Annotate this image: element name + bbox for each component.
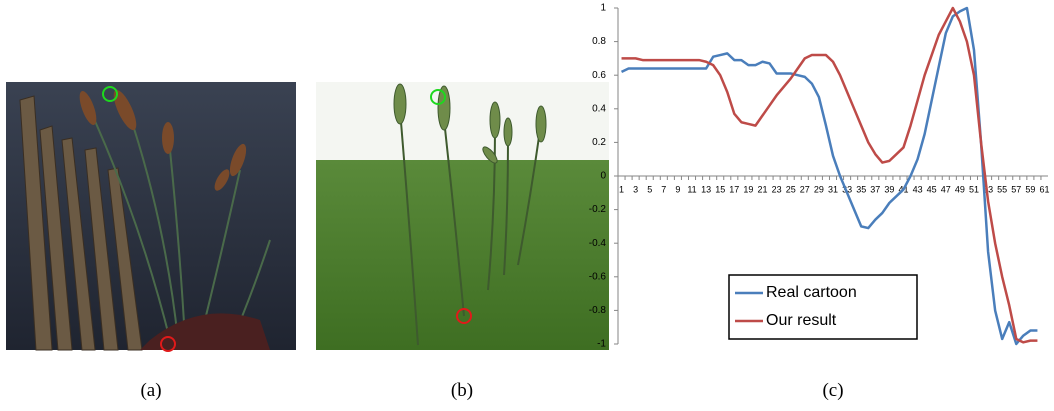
legend-box	[728, 274, 918, 340]
y-tick-label: -0.8	[589, 305, 607, 316]
rendered-image	[316, 82, 609, 350]
x-tick-label: 51	[969, 184, 979, 194]
x-tick-label: 9	[675, 184, 680, 194]
series-line	[620, 6, 1038, 346]
x-tick-label: 1	[619, 184, 624, 194]
x-tick-label: 23	[772, 184, 782, 194]
x-tick-label: 13	[701, 184, 711, 194]
x-tick-label: 27	[800, 184, 810, 194]
y-tick-label: 0.4	[592, 103, 606, 114]
x-tick-label: 45	[927, 184, 937, 194]
y-tick-label: 0.6	[592, 70, 606, 81]
x-tick-label: 43	[913, 184, 923, 194]
x-tick-label: 55	[997, 184, 1007, 194]
x-tick-label: 11	[687, 184, 696, 194]
cartoon-image	[6, 82, 296, 352]
panel-caption: (a)	[140, 380, 161, 401]
y-tick-label: -0.6	[589, 271, 607, 282]
y-tick-label: 0.2	[592, 137, 606, 148]
x-tick-label: 25	[786, 184, 796, 194]
x-tick-label: 29	[814, 184, 824, 194]
x-tick-label: 53	[983, 184, 993, 194]
x-tick-label: 61	[1039, 184, 1049, 194]
panel-caption: (c)	[822, 380, 843, 401]
x-tick-label: 49	[955, 184, 965, 194]
legend-label: Our result	[766, 312, 837, 329]
legend: Real cartoon Our result	[728, 274, 918, 340]
series-line	[621, 6, 1038, 344]
y-tick-label: -0.2	[589, 204, 607, 215]
x-tick-label: 33	[842, 184, 852, 194]
x-tick-label: 3	[633, 184, 638, 194]
x-tick-label: 39	[884, 184, 894, 194]
x-tick-label: 17	[729, 184, 739, 194]
y-tick-label: -1	[597, 339, 606, 350]
y-tick-label: 1	[600, 3, 606, 14]
x-tick-label: 59	[1025, 184, 1035, 194]
x-tick-label: 5	[647, 184, 652, 194]
x-tick-label: 47	[941, 184, 951, 194]
x-tick-label: 37	[870, 184, 880, 194]
chart: -1-0.8-0.6-0.4-0.200.20.40.60.811 3 5 7 9 11 1…	[589, 3, 1050, 350]
legend-label: Real cartoon	[766, 284, 857, 301]
x-tick-label: 21	[758, 184, 768, 194]
y-tick-label: 0	[600, 171, 606, 182]
x-tick-label: 19	[743, 184, 753, 194]
x-tick-label: 57	[1011, 184, 1021, 194]
y-tick-label: -0.4	[589, 238, 607, 249]
x-tick-label: 7	[661, 184, 666, 194]
x-tick-label: 35	[856, 184, 866, 194]
panel-caption: (b)	[451, 380, 473, 401]
y-tick-label: 0.8	[592, 36, 606, 47]
x-tick-label: 31	[828, 184, 838, 194]
x-tick-label: 15	[715, 184, 725, 194]
